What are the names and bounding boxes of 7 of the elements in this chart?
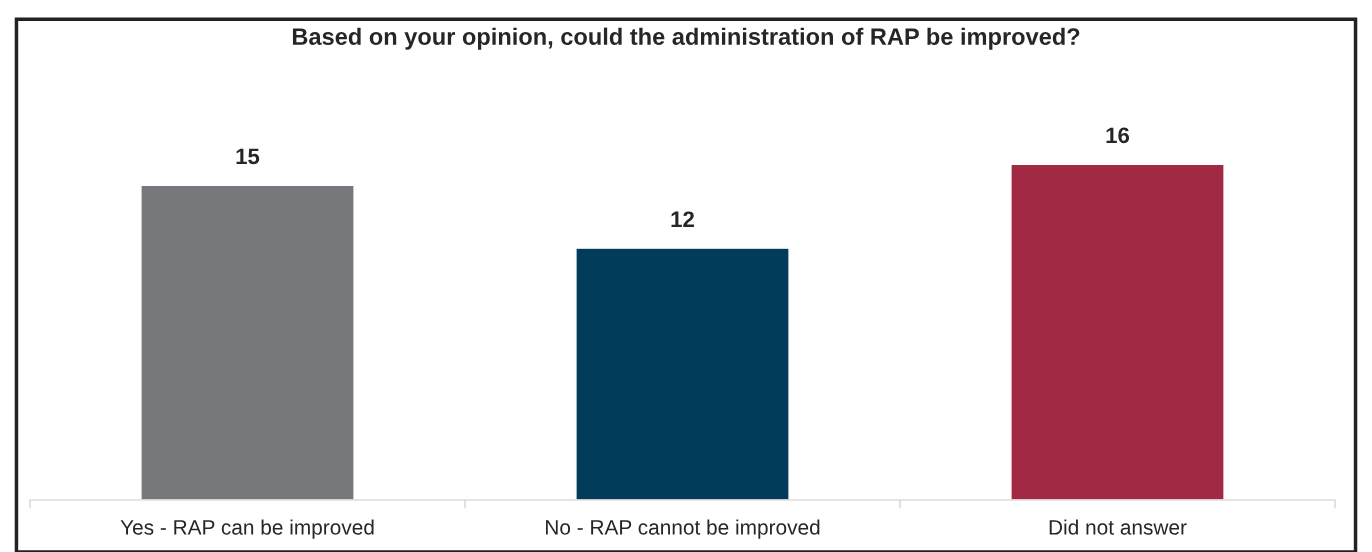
x-tick-label: No - RAP cannot be improved [546,519,820,539]
data-label: 16 [1106,127,1130,144]
x-tick-label: Yes - RAP can be improved [120,519,374,539]
data-label: 12 [671,211,694,227]
chart-title: Based on your opinion, could the administration of RAP be improved? [292,27,1080,50]
data-label: 15 [236,148,260,165]
x-tick-label: Did not answer [1049,519,1187,535]
